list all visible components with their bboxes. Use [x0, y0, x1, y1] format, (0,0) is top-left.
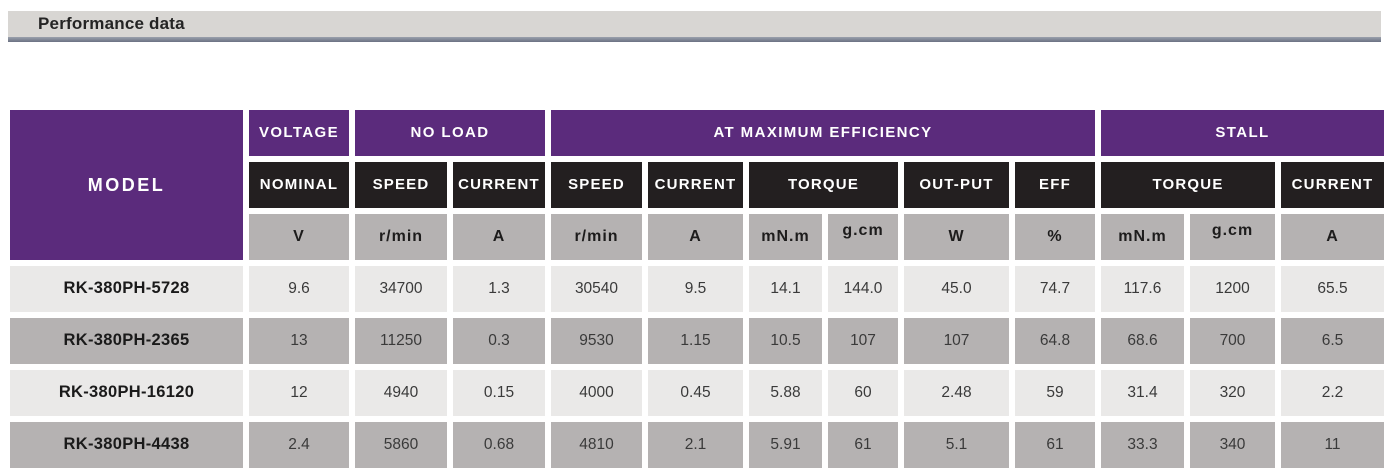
section-header-underline	[8, 37, 1381, 42]
subheader-eff: EFF	[1015, 162, 1095, 208]
subheader-stall-torque: TORQUE	[1101, 162, 1275, 208]
value-cell: 30540	[551, 266, 642, 312]
value-cell: 144.0	[828, 266, 898, 312]
value-cell: 5860	[355, 422, 447, 468]
value-cell: 64.8	[1015, 318, 1095, 364]
subheader-nominal: NOMINAL	[249, 162, 349, 208]
column-group-at-maximum-efficiency: AT MAXIMUM EFFICIENCY	[551, 110, 1095, 156]
value-cell: 9.6	[249, 266, 349, 312]
value-cell: 61	[1015, 422, 1095, 468]
value-cell: 59	[1015, 370, 1095, 416]
unit-voltage-v: V	[249, 214, 349, 260]
value-cell: 34700	[355, 266, 447, 312]
performance-table: MODEL VOLTAGE NO LOAD AT MAXIMUM EFFICIE…	[10, 110, 1384, 468]
value-cell: 9.5	[648, 266, 743, 312]
section-header-bar: Performance data	[8, 11, 1381, 37]
unit-maxeff-torque-gcm: g.cm	[828, 214, 898, 260]
model-cell: RK-380PH-2365	[10, 318, 243, 364]
value-cell: 6.5	[1281, 318, 1384, 364]
unit-eff-percent: %	[1015, 214, 1095, 260]
value-cell: 11	[1281, 422, 1384, 468]
subheader-stall-current: CURRENT	[1281, 162, 1384, 208]
value-cell: 14.1	[749, 266, 822, 312]
unit-stall-torque-mnm: mN.m	[1101, 214, 1184, 260]
value-cell: 65.5	[1281, 266, 1384, 312]
value-cell: 9530	[551, 318, 642, 364]
value-cell: 0.68	[453, 422, 545, 468]
value-cell: 74.7	[1015, 266, 1095, 312]
value-cell: 31.4	[1101, 370, 1184, 416]
value-cell: 320	[1190, 370, 1275, 416]
subheader-maxeff-current: CURRENT	[648, 162, 743, 208]
section-title: Performance data	[38, 14, 185, 33]
model-cell: RK-380PH-16120	[10, 370, 243, 416]
value-cell: 0.15	[453, 370, 545, 416]
value-cell: 107	[904, 318, 1009, 364]
value-cell: 1.15	[648, 318, 743, 364]
column-group-no-load: NO LOAD	[355, 110, 545, 156]
unit-maxeff-current: A	[648, 214, 743, 260]
unit-no-load-current: A	[453, 214, 545, 260]
column-group-stall: STALL	[1101, 110, 1384, 156]
value-cell: 4940	[355, 370, 447, 416]
value-cell: 45.0	[904, 266, 1009, 312]
value-cell: 700	[1190, 318, 1275, 364]
value-cell: 107	[828, 318, 898, 364]
model-cell: RK-380PH-5728	[10, 266, 243, 312]
value-cell: 2.4	[249, 422, 349, 468]
subheader-maxeff-speed: SPEED	[551, 162, 642, 208]
unit-output-w: W	[904, 214, 1009, 260]
subheader-maxeff-torque: TORQUE	[749, 162, 898, 208]
value-cell: 2.1	[648, 422, 743, 468]
value-cell: 12	[249, 370, 349, 416]
unit-stall-torque-gcm: g.cm	[1190, 214, 1275, 260]
value-cell: 10.5	[749, 318, 822, 364]
value-cell: 117.6	[1101, 266, 1184, 312]
value-cell: 68.6	[1101, 318, 1184, 364]
value-cell: 33.3	[1101, 422, 1184, 468]
value-cell: 5.1	[904, 422, 1009, 468]
model-cell: RK-380PH-4438	[10, 422, 243, 468]
value-cell: 61	[828, 422, 898, 468]
value-cell: 4000	[551, 370, 642, 416]
column-header-model: MODEL	[10, 110, 243, 260]
unit-maxeff-speed: r/min	[551, 214, 642, 260]
value-cell: 2.48	[904, 370, 1009, 416]
value-cell: 1200	[1190, 266, 1275, 312]
value-cell: 60	[828, 370, 898, 416]
value-cell: 2.2	[1281, 370, 1384, 416]
unit-no-load-speed: r/min	[355, 214, 447, 260]
value-cell: 1.3	[453, 266, 545, 312]
unit-stall-current: A	[1281, 214, 1384, 260]
value-cell: 0.3	[453, 318, 545, 364]
column-group-voltage: VOLTAGE	[249, 110, 349, 156]
unit-maxeff-torque-mnm: mN.m	[749, 214, 822, 260]
value-cell: 340	[1190, 422, 1275, 468]
value-cell: 0.45	[648, 370, 743, 416]
value-cell: 11250	[355, 318, 447, 364]
subheader-output: OUT-PUT	[904, 162, 1009, 208]
value-cell: 5.88	[749, 370, 822, 416]
subheader-no-load-current: CURRENT	[453, 162, 545, 208]
value-cell: 13	[249, 318, 349, 364]
value-cell: 4810	[551, 422, 642, 468]
value-cell: 5.91	[749, 422, 822, 468]
subheader-no-load-speed: SPEED	[355, 162, 447, 208]
